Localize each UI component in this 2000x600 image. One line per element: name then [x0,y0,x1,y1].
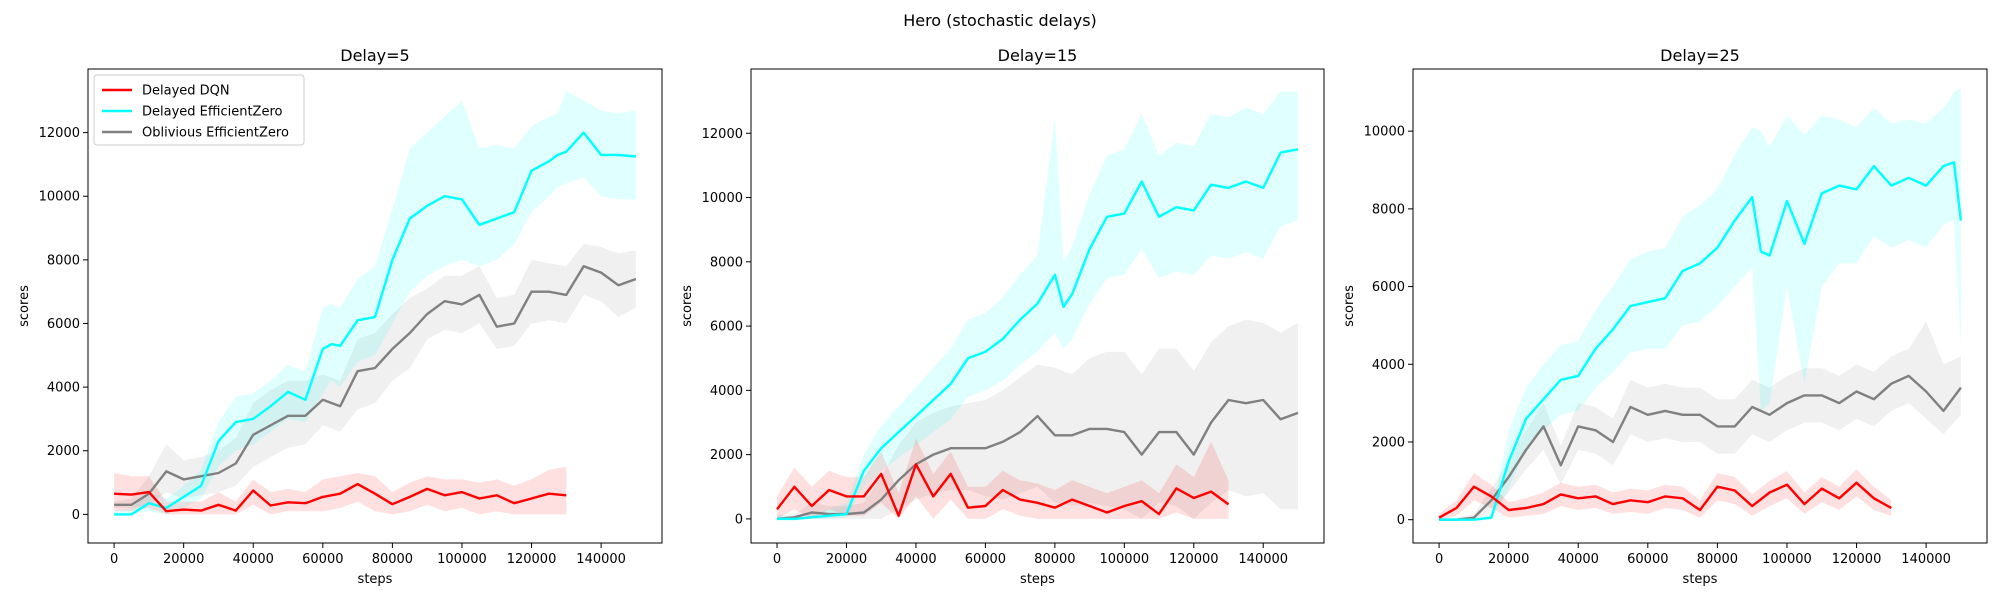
x-tick-label: 120000 [1832,552,1882,567]
x-tick-label: 60000 [302,552,343,567]
x-tick-label: 20000 [826,552,867,567]
y-tick-label: 10000 [702,191,743,206]
plot-area [776,91,1299,521]
confidence-band [1439,321,1961,520]
series-line [777,148,1299,521]
legend-box [93,74,305,146]
series-line [1439,160,1963,521]
y-axis-label: scores [680,285,695,327]
y-tick-label: 6000 [710,320,743,335]
plot-area [114,91,637,516]
y-axis-label: scores [17,285,32,327]
y-tick-label: 2000 [47,444,80,459]
y-tick-label: 0 [72,508,80,523]
axes-frame [750,68,1325,544]
panel-delay-5: Delay=5 steps scores 0 20000 40000 60000 800… [17,46,663,587]
x-tick-label: 60000 [1627,552,1668,567]
y-tick-label: 2000 [710,448,743,463]
series-line [776,398,1299,521]
figure-title: Hero (stochastic delays) [903,11,1097,30]
series-line [776,463,1230,517]
x-tick-label: 140000 [1238,552,1288,567]
x-axis-label: steps [358,572,393,587]
x-tick-label: 0 [110,552,118,567]
x-tick-label: 80000 [372,552,413,567]
x-tick-label: 100000 [437,552,487,567]
x-tick-label: 120000 [1169,552,1219,567]
y-axis-label: scores [1342,285,1357,327]
x-tick-label: 40000 [233,552,274,567]
series-line [1439,374,1962,521]
y-tick-label: 4000 [47,381,80,396]
y-tick-label: 10000 [39,190,80,205]
y-tick-label: 6000 [47,317,80,332]
plot-area [1438,88,1963,521]
confidence-band [114,244,636,508]
y-tick-label: 10000 [1364,125,1405,140]
x-tick-label: 100000 [1099,552,1149,567]
y-tick-label: 6000 [1372,280,1405,295]
x-tick-label: 20000 [163,552,204,567]
panel-title: Delay=5 [340,46,409,65]
legend-label: Delayed DQN [142,84,230,99]
series-line [114,482,567,513]
series-line [1438,481,1892,519]
legend-entry: Delayed EfficientZero [102,105,283,120]
panel-delay-25: Delay=25 steps scores 0 20000 40000 60000 80… [1342,46,1988,587]
legend-entry: Oblivious EfficientZero [102,126,289,141]
confidence-band [114,466,567,515]
x-tick-label: 80000 [1697,552,1738,567]
x-tick-label: 0 [1435,552,1443,567]
y-tick-label: 8000 [47,253,80,268]
panel-title: Delay=15 [998,46,1078,65]
x-axis-label: steps [1020,572,1055,587]
panel-delay-15: Delay=15 steps scores 0 20000 40000 60000 80… [680,46,1325,587]
y-tick-label: 8000 [1372,202,1405,217]
x-tick-label: 100000 [1762,552,1812,567]
x-tick-label: 40000 [895,552,936,567]
confidence-band [1439,88,1961,520]
x-tick-label: 40000 [1558,552,1599,567]
x-tick-label: 80000 [1034,552,1075,567]
panel-title: Delay=25 [1660,46,1740,65]
legend-entry: Delayed DQN [102,84,230,99]
y-tick-label: 4000 [710,384,743,399]
series-line [114,131,637,516]
confidence-band [777,438,1229,519]
x-tick-label: 120000 [507,552,557,567]
x-tick-label: 0 [773,552,781,567]
confidence-band [1439,469,1892,520]
x-tick-label: 140000 [1901,552,1951,567]
x-tick-label: 60000 [965,552,1006,567]
x-axis-label: steps [1683,572,1718,587]
x-tick-label: 140000 [576,552,626,567]
x-tick-label: 20000 [1488,552,1529,567]
legend-label: Delayed EfficientZero [142,105,283,120]
y-tick-label: 2000 [1372,435,1405,450]
y-tick-label: 0 [735,512,743,527]
confidence-band [777,319,1298,519]
axes-frame [1412,68,1988,544]
y-tick-label: 8000 [710,255,743,270]
series-line [114,265,637,506]
legend: Delayed DQN Delayed EfficientZero Oblivi… [93,74,305,146]
y-tick-label: 12000 [39,126,80,141]
y-tick-label: 0 [1397,513,1405,528]
legend-label: Oblivious EfficientZero [142,126,289,141]
y-tick-label: 4000 [1372,358,1405,373]
confidence-band [114,91,636,515]
y-tick-label: 12000 [702,127,743,142]
axes-frame [87,68,663,544]
